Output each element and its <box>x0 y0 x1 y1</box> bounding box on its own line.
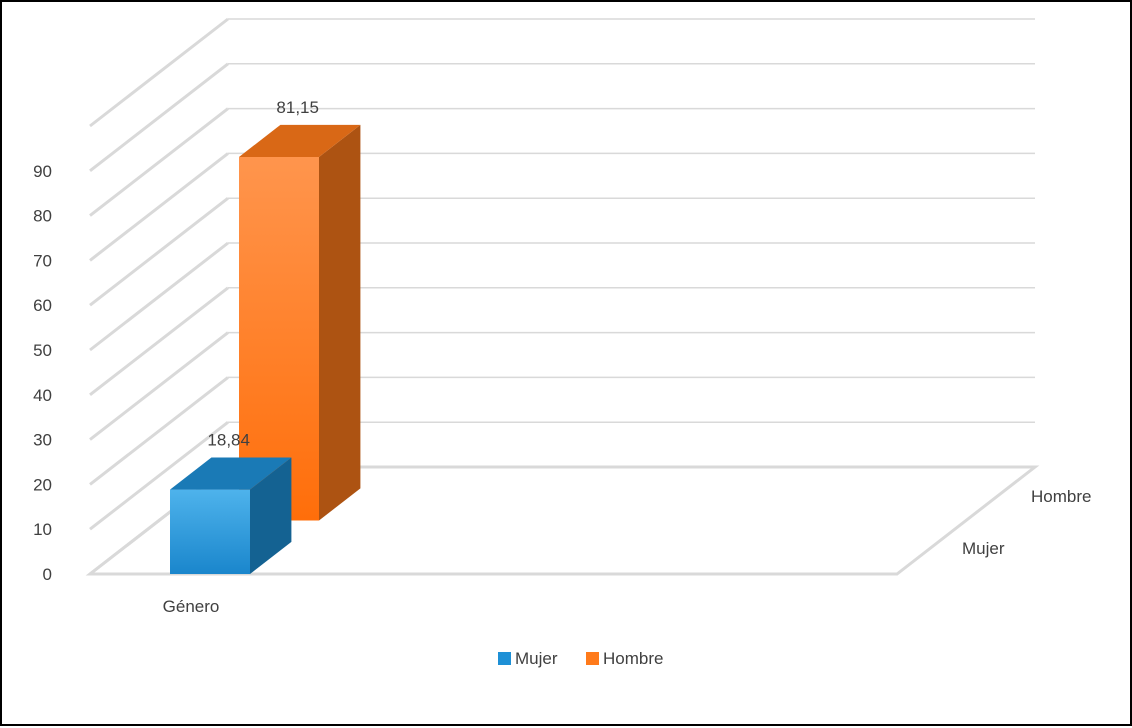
y-tick-label: 30 <box>33 431 52 450</box>
y-tick-label: 90 <box>33 162 52 181</box>
side-wall-gridline <box>89 197 229 307</box>
side-wall-gridline <box>89 17 229 128</box>
bar-side-face <box>319 124 361 521</box>
y-tick-label: 80 <box>33 207 52 226</box>
y-tick-label: 0 <box>43 565 52 584</box>
legend: Mujer Hombre <box>498 649 663 668</box>
y-tick-label: 10 <box>33 520 52 539</box>
side-wall-gridline <box>89 62 229 172</box>
axis-labels: Género Mujer Hombre <box>163 487 1092 616</box>
side-wall-gridline <box>89 107 229 217</box>
data-label-hombre: 81,15 <box>276 98 319 117</box>
legend-swatch <box>498 652 511 665</box>
bar-top-face <box>239 124 361 157</box>
data-labels: 81,15 18,84 <box>207 98 319 450</box>
bars <box>170 124 361 574</box>
bar-mujer <box>170 457 292 574</box>
y-tick-label: 60 <box>33 296 52 315</box>
y-tick-label: 70 <box>33 251 52 270</box>
side-wall-gridline <box>89 286 229 396</box>
depth-axis-label: Hombre <box>1031 487 1091 506</box>
x-category-label: Género <box>163 597 220 616</box>
gridlines <box>89 17 1035 576</box>
legend-swatch <box>586 652 599 665</box>
legend-label: Hombre <box>603 649 663 668</box>
y-tick-label: 20 <box>33 475 52 494</box>
y-axis-ticks: 0 10 20 30 40 50 60 70 80 90 <box>33 162 52 584</box>
side-wall-gridline <box>89 376 229 486</box>
side-wall-gridline <box>89 241 229 352</box>
bar-side-face <box>250 457 292 574</box>
bar-top-face <box>170 457 292 490</box>
depth-axis-label: Mujer <box>962 539 1005 558</box>
bar-front-face <box>170 489 250 574</box>
side-wall-gridline <box>89 421 229 531</box>
side-wall-gridline <box>89 331 229 441</box>
side-wall-gridline <box>89 152 229 262</box>
legend-label: Mujer <box>515 649 558 668</box>
y-tick-label: 50 <box>33 341 52 360</box>
y-tick-label: 40 <box>33 386 52 405</box>
data-label-mujer: 18,84 <box>207 430 250 449</box>
